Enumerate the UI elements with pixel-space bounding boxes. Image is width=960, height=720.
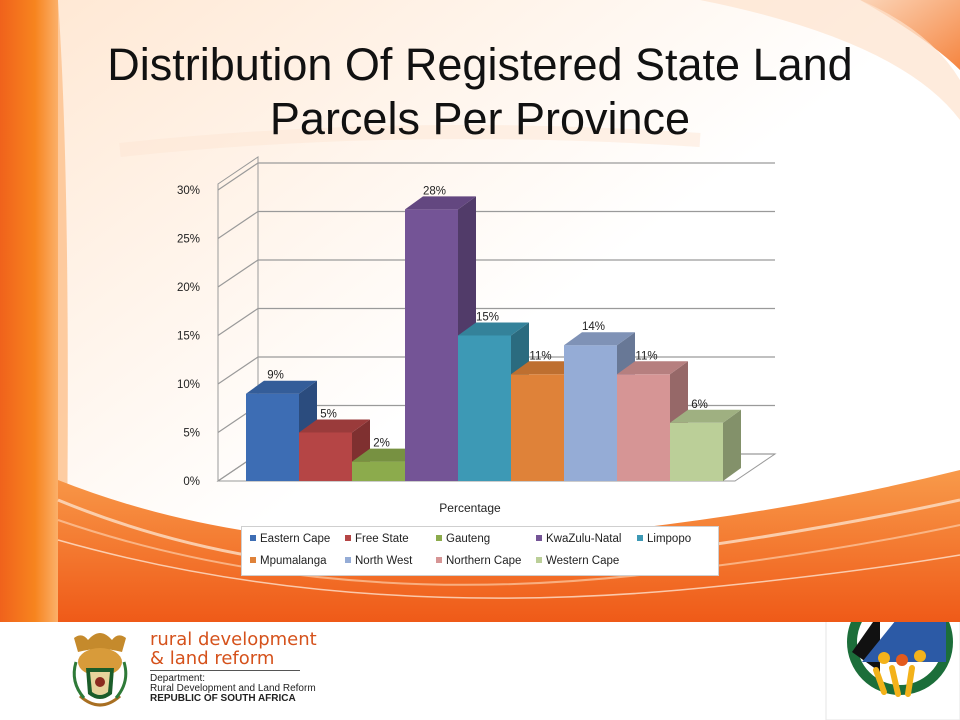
bar-front	[511, 374, 564, 481]
y-tick-label: 5%	[183, 428, 200, 440]
title-line-1: Distribution Of Registered State Land	[107, 39, 853, 90]
gridline	[217, 259, 775, 288]
brand-line-1: rural development	[150, 629, 317, 650]
legend-label: North West	[355, 555, 413, 567]
gridline	[217, 210, 775, 239]
department-label: Department:	[150, 673, 206, 684]
y-tick-label: 20%	[177, 282, 200, 294]
legend-item: Free State	[345, 533, 409, 545]
legend-swatch	[250, 534, 256, 541]
y-tick-label: 30%	[177, 185, 200, 197]
y-tick-label: 15%	[177, 331, 200, 343]
brand-divider	[150, 670, 300, 671]
bar-top	[670, 409, 741, 423]
twenty-years-of-freedom-logo	[825, 622, 960, 720]
legend-item: Limpopo	[637, 533, 691, 545]
data-label: 11%	[529, 350, 551, 362]
legend-label: KwaZulu-Natal	[546, 533, 622, 545]
data-label: 5%	[320, 409, 337, 421]
legend-label: Limpopo	[647, 533, 692, 545]
legend-label: Northern Cape	[446, 555, 522, 567]
bar-top	[564, 332, 635, 346]
bar-top	[405, 196, 476, 210]
data-label: 14%	[582, 321, 605, 333]
data-labels: 9% 5% 2% 28% 15% 11% 14% 11% 6%	[267, 185, 708, 449]
legend-label: Gauteng	[446, 533, 491, 545]
legend-swatch	[345, 556, 351, 563]
legend-swatch	[345, 534, 351, 541]
bar-front	[405, 209, 458, 481]
legend-swatch	[536, 556, 542, 563]
bar-front	[352, 461, 405, 481]
legend-item: Eastern Cape	[250, 533, 330, 545]
legend-label: Mpumalanga	[260, 555, 327, 567]
footer-graphics	[72, 622, 960, 720]
bar-top	[617, 361, 688, 375]
data-label: 2%	[373, 438, 390, 450]
data-label: 15%	[476, 312, 499, 324]
bar-side	[723, 409, 741, 481]
gridline	[217, 307, 775, 336]
bar-front	[564, 345, 617, 481]
y-tick-label: 10%	[177, 379, 200, 391]
bar	[670, 409, 741, 481]
brand-line-2: & land reform	[150, 648, 275, 669]
bar-front	[299, 432, 352, 481]
country-name: REPUBLIC OF SOUTH AFRICA	[150, 693, 296, 704]
gridline	[217, 162, 775, 191]
data-label: 11%	[635, 350, 657, 362]
legend-item: Northern Cape	[436, 555, 521, 567]
bar-front	[670, 422, 723, 481]
bar-top	[299, 419, 370, 433]
legend-swatch	[250, 556, 256, 563]
title-line-2: Parcels Per Province	[269, 93, 691, 144]
legend-item: Mpumalanga	[250, 555, 326, 567]
legend-item: Western Cape	[536, 555, 619, 567]
legend-swatch	[436, 534, 442, 541]
y-tick-label: 0%	[183, 476, 200, 488]
y-tick-label: 25%	[177, 234, 200, 246]
bar-front	[246, 393, 299, 481]
bar-top	[458, 322, 529, 336]
legend-swatch	[436, 556, 442, 563]
bar-front	[458, 335, 511, 481]
bar-top	[246, 380, 317, 394]
chart-bars	[246, 196, 741, 481]
department-name: Rural Development and Land Reform	[150, 683, 316, 694]
bar-front	[617, 374, 670, 481]
legend-label: Eastern Cape	[260, 533, 331, 545]
legend-swatch	[637, 534, 643, 541]
footer-bar: rural development & land reform Departme…	[0, 622, 960, 720]
legend-label: Western Cape	[546, 555, 620, 567]
legend-swatch	[536, 534, 542, 541]
y-axis-ticks: 0% 5% 10% 15% 20% 25% 30%	[177, 185, 200, 488]
legend-label: Free State	[355, 533, 409, 545]
x-axis-title: Percentage	[439, 501, 501, 515]
legend-item: KwaZulu-Natal	[536, 533, 621, 545]
chart-legend: Eastern Cape Free State Gauteng KwaZulu-Nat…	[241, 526, 719, 576]
coat-of-arms-logo	[72, 633, 128, 707]
legend-item: North West	[345, 555, 412, 567]
legend-item: Gauteng	[436, 533, 490, 545]
data-label: 28%	[423, 185, 446, 197]
slide-title: Distribution Of Registered State Land Pa…	[40, 38, 920, 146]
data-label: 9%	[267, 370, 284, 382]
data-label: 6%	[691, 399, 708, 411]
